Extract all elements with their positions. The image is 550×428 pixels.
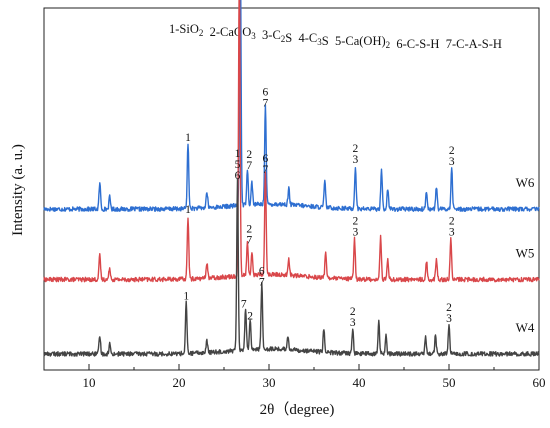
phase-legend-part: 2-CaCO [203, 25, 251, 39]
phase-legend-subscript: 2 [281, 34, 286, 44]
series-label-w6: W6 [516, 175, 535, 190]
series-layer [43, 0, 540, 357]
peak-label: 1 [183, 291, 189, 303]
peak-label-layer: W6115627672323W5115627672323W41156726723… [183, 87, 535, 335]
x-tick-label: 30 [263, 375, 276, 390]
peak-label: 1 [185, 204, 191, 216]
peak-label: 7 [246, 160, 252, 172]
peak-label: 2 [449, 145, 455, 157]
peak-label: 1 [235, 148, 241, 160]
peak-label: 6 [259, 266, 265, 278]
phase-legend-part: S 5-Ca(OH) [322, 34, 386, 48]
peak-label: 6 [235, 170, 241, 182]
plot-frame [43, 7, 540, 371]
x-tick-label: 50 [443, 375, 456, 390]
peak-label: 2 [246, 223, 252, 235]
x-tick-label: 40 [353, 375, 366, 390]
peak-label: 3 [353, 226, 359, 238]
peak-label: 2 [446, 302, 452, 314]
phase-legend-part: S 4-C [285, 31, 317, 45]
phase-legend-part: 3-C [256, 28, 281, 42]
peak-label: 2 [350, 306, 356, 318]
peak-label: 6 [263, 153, 269, 165]
x-tick-label: 10 [83, 375, 96, 390]
peak-label: 5 [235, 159, 241, 171]
peak-label: 2 [449, 215, 455, 227]
peak-label: 3 [353, 154, 359, 166]
series-line-w4 [43, 178, 540, 357]
phase-legend-part: 6-C-S-H 7-C-A-S-H [390, 37, 502, 51]
phase-legend-subscript: 3 [251, 31, 256, 41]
peak-label: 3 [449, 156, 455, 168]
series-line-w6 [43, 0, 540, 213]
peak-label: 2 [353, 143, 359, 155]
peak-label: 3 [350, 317, 356, 329]
x-axis: 10 20 30 40 50 60 [43, 364, 546, 390]
peak-label: 1 [185, 132, 191, 144]
series-line-w5 [43, 0, 540, 283]
peak-label: 7 [263, 98, 269, 110]
series-label-w5: W5 [516, 245, 535, 260]
phase-legend-subscript: 3 [317, 37, 322, 47]
x-axis-title: 2θ（degree) [260, 401, 335, 418]
phase-legend-subscript: 2 [199, 28, 204, 38]
phase-legend-part: 1-SiO [169, 22, 199, 36]
peak-label: 7 [241, 299, 247, 311]
y-axis-title: Intensity (a. u.) [10, 144, 26, 236]
x-tick-label: 60 [533, 375, 546, 390]
phase-legend-subscript: 2 [386, 40, 391, 50]
peak-label: 2 [247, 311, 253, 323]
peak-label: 7 [246, 234, 252, 246]
series-label-w4: W4 [516, 320, 535, 335]
phase-legend: 1-SiO2 2-CaCO3 3-C2S 4-C3S 5-Ca(OH)2 6-C… [169, 22, 502, 51]
peak-label: 2 [353, 215, 359, 227]
peak-label: 2 [246, 149, 252, 161]
peak-label: 7 [263, 164, 269, 176]
peak-label: 3 [446, 313, 452, 325]
peak-label: 7 [259, 277, 265, 289]
peak-label: 3 [449, 226, 455, 238]
peak-label: 6 [263, 87, 269, 99]
x-tick-label: 20 [173, 375, 186, 390]
